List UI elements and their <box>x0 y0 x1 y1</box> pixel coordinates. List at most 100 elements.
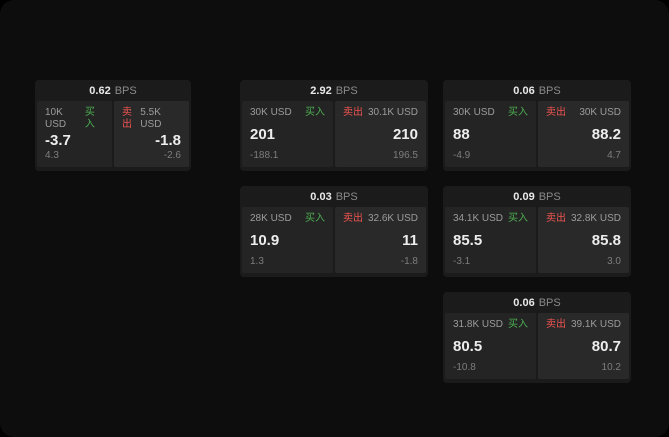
buy-price: 10.9 <box>250 232 280 249</box>
sell-top-row: 卖出 5.5K USD <box>122 107 181 131</box>
buy-label[interactable]: 买入 <box>508 107 528 118</box>
spread-value: 0.03 <box>310 190 332 203</box>
sell-price: 11 <box>402 232 418 249</box>
sell-panel[interactable]: 卖出 30K USD 88.2 4.7 <box>538 101 629 167</box>
spread-header: 0.06 BPS <box>443 80 631 101</box>
buy-label[interactable]: 买入 <box>508 213 528 224</box>
sell-label[interactable]: 卖出 <box>343 107 363 118</box>
buy-price: 80.5 <box>453 338 483 355</box>
sell-label[interactable]: 卖出 <box>546 107 566 118</box>
spread-unit: BPS <box>538 84 561 97</box>
buy-top-row: 30K USD 买入 <box>250 107 325 119</box>
quote-card: 0.62 BPS 10K USD 买入 -3.7 4.3 卖出 5.5K USD… <box>35 80 191 171</box>
sell-panel[interactable]: 卖出 39.1K USD 80.7 10.2 <box>538 313 629 379</box>
sell-price: 210 <box>392 126 418 143</box>
spread-value: 0.06 <box>513 296 535 309</box>
buy-amount: 30K USD <box>250 107 292 118</box>
sell-delta: 10.2 <box>601 362 621 373</box>
sell-top-row: 卖出 39.1K USD <box>546 319 621 331</box>
buy-label[interactable]: 买入 <box>84 107 95 130</box>
sell-delta: 196.5 <box>392 150 418 161</box>
sell-panel[interactable]: 卖出 30.1K USD 210 196.5 <box>335 101 426 167</box>
buy-amount: 30K USD <box>453 107 495 118</box>
buy-price: 201 <box>250 126 276 143</box>
buy-panel[interactable]: 10K USD 买入 -3.7 4.3 <box>37 101 112 167</box>
sell-label[interactable]: 卖出 <box>343 213 363 224</box>
quote-body: 34.1K USD 买入 85.5 -3.1 卖出 32.8K USD 85.8… <box>443 207 631 275</box>
spread-value: 0.62 <box>89 84 111 97</box>
spread-value: 2.92 <box>310 84 332 97</box>
buy-delta: -4.9 <box>453 150 471 161</box>
sell-amount: 30.1K USD <box>367 107 418 118</box>
spread-value: 0.06 <box>513 84 535 97</box>
buy-panel[interactable]: 30K USD 买入 88 -4.9 <box>445 101 536 167</box>
sell-panel[interactable]: 卖出 32.8K USD 85.8 3.0 <box>538 207 629 273</box>
sell-amount: 30K USD <box>579 107 621 118</box>
buy-label[interactable]: 买入 <box>508 319 528 330</box>
sell-top-row: 卖出 32.6K USD <box>343 213 418 225</box>
sell-amount: 32.8K USD <box>570 213 621 224</box>
quote-card: 2.92 BPS 30K USD 买入 201 -188.1 卖出 30.1K … <box>240 80 428 171</box>
sell-panel[interactable]: 卖出 32.6K USD 11 -1.8 <box>335 207 426 273</box>
quote-body: 30K USD 买入 201 -188.1 卖出 30.1K USD 210 1… <box>240 101 428 169</box>
buy-delta: -188.1 <box>250 150 279 161</box>
buy-panel[interactable]: 34.1K USD 买入 85.5 -3.1 <box>445 207 536 273</box>
spread-header: 0.09 BPS <box>443 186 631 207</box>
sell-label[interactable]: 卖出 <box>546 319 566 330</box>
quote-body: 31.8K USD 买入 80.5 -10.8 卖出 39.1K USD 80.… <box>443 313 631 381</box>
buy-panel[interactable]: 31.8K USD 买入 80.5 -10.8 <box>445 313 536 379</box>
sell-amount: 5.5K USD <box>140 107 162 130</box>
spread-header: 0.03 BPS <box>240 186 428 207</box>
buy-top-row: 28K USD 买入 <box>250 213 325 225</box>
buy-amount: 31.8K USD <box>453 319 504 330</box>
sell-delta: -2.6 <box>163 150 181 161</box>
quote-body: 30K USD 买入 88 -4.9 卖出 30K USD 88.2 4.7 <box>443 101 631 169</box>
sell-top-row: 卖出 32.8K USD <box>546 213 621 225</box>
buy-top-row: 10K USD 买入 <box>45 107 104 131</box>
quote-card: 0.09 BPS 34.1K USD 买入 85.5 -3.1 卖出 32.8K… <box>443 186 631 277</box>
buy-panel[interactable]: 28K USD 买入 10.9 1.3 <box>242 207 333 273</box>
spread-header: 2.92 BPS <box>240 80 428 101</box>
sell-top-row: 卖出 30.1K USD <box>343 107 418 119</box>
sell-label[interactable]: 卖出 <box>122 107 132 130</box>
sell-price: 85.8 <box>591 232 621 249</box>
buy-price: -3.7 <box>45 132 71 149</box>
quote-card: 0.06 BPS 30K USD 买入 88 -4.9 卖出 30K USD 8… <box>443 80 631 171</box>
spread-unit: BPS <box>114 84 137 97</box>
buy-amount: 34.1K USD <box>453 213 504 224</box>
buy-delta: 1.3 <box>250 256 264 267</box>
sell-amount: 39.1K USD <box>570 319 621 330</box>
spread-unit: BPS <box>538 296 561 309</box>
spread-unit: BPS <box>538 190 561 203</box>
buy-label[interactable]: 买入 <box>305 213 325 224</box>
spread-unit: BPS <box>335 84 358 97</box>
sell-price: -1.8 <box>155 132 181 149</box>
sell-delta: 3.0 <box>607 256 621 267</box>
quote-card: 0.03 BPS 28K USD 买入 10.9 1.3 卖出 32.6K US… <box>240 186 428 277</box>
buy-top-row: 31.8K USD 买入 <box>453 319 528 331</box>
quote-body: 10K USD 买入 -3.7 4.3 卖出 5.5K USD -1.8 -2.… <box>35 101 191 169</box>
buy-amount: 10K USD <box>45 107 67 130</box>
sell-price: 80.7 <box>591 338 621 355</box>
buy-amount: 28K USD <box>250 213 292 224</box>
buy-top-row: 30K USD 买入 <box>453 107 528 119</box>
buy-price: 85.5 <box>453 232 483 249</box>
spread-unit: BPS <box>335 190 358 203</box>
sell-top-row: 卖出 30K USD <box>546 107 621 119</box>
spread-value: 0.09 <box>513 190 535 203</box>
buy-delta: -10.8 <box>453 362 476 373</box>
sell-delta: 4.7 <box>607 150 621 161</box>
quote-body: 28K USD 买入 10.9 1.3 卖出 32.6K USD 11 -1.8 <box>240 207 428 275</box>
buy-label[interactable]: 买入 <box>305 107 325 118</box>
buy-top-row: 34.1K USD 买入 <box>453 213 528 225</box>
sell-amount: 32.6K USD <box>367 213 418 224</box>
sell-panel[interactable]: 卖出 5.5K USD -1.8 -2.6 <box>114 101 189 167</box>
buy-panel[interactable]: 30K USD 买入 201 -188.1 <box>242 101 333 167</box>
spread-header: 0.62 BPS <box>35 80 191 101</box>
buy-delta: 4.3 <box>45 150 59 161</box>
sell-price: 88.2 <box>591 126 621 143</box>
spread-header: 0.06 BPS <box>443 292 631 313</box>
sell-label[interactable]: 卖出 <box>546 213 566 224</box>
quote-card: 0.06 BPS 31.8K USD 买入 80.5 -10.8 卖出 39.1… <box>443 292 631 383</box>
